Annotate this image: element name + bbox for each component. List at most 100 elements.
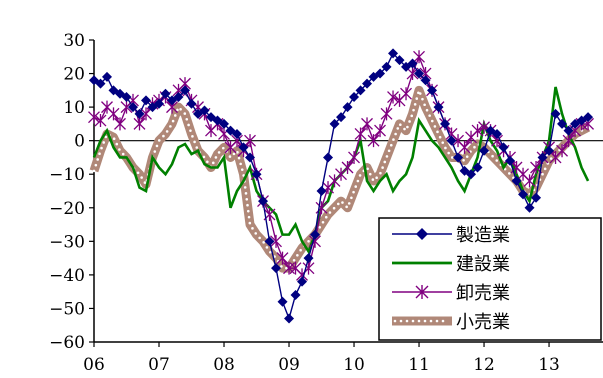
data-point [102, 71, 113, 82]
data-point [440, 118, 451, 129]
legend-marker [415, 285, 429, 299]
data-point [524, 202, 535, 213]
data-point [270, 234, 282, 248]
y-tick-label: −40 [49, 266, 85, 286]
data-point [523, 174, 536, 188]
legend-entry-2: 建設業 [392, 254, 510, 275]
y-tick-label: −10 [49, 165, 85, 185]
data-point [498, 142, 509, 153]
x-tick-label: 09 [278, 355, 300, 375]
data-point [342, 102, 353, 113]
legend-marker [416, 228, 428, 240]
data-point [173, 92, 184, 103]
data-point [375, 68, 386, 79]
y-tick-label: −20 [49, 199, 85, 219]
data-point [413, 50, 425, 64]
data-point [400, 87, 412, 101]
data-point [297, 276, 308, 287]
data-point [518, 189, 529, 200]
data-point [186, 98, 197, 109]
data-point [420, 75, 431, 86]
data-point [303, 253, 314, 264]
data-point [583, 112, 594, 123]
data-point [232, 128, 243, 139]
data-point [107, 107, 120, 121]
data-point [160, 88, 171, 99]
data-point [374, 124, 386, 138]
data-point [290, 290, 301, 301]
data-point [284, 313, 295, 324]
data-point [471, 124, 484, 138]
data-point [414, 68, 425, 79]
data-point [556, 144, 569, 158]
data-point [537, 152, 548, 163]
data-point [427, 85, 438, 96]
data-point [349, 92, 360, 103]
x-axis: 06 07 08 09 10 11 12 13 [83, 341, 603, 375]
data-point [479, 145, 490, 156]
data-point [407, 58, 418, 69]
series-1 [89, 48, 594, 324]
legend-entry-4: 小売業 [392, 312, 510, 333]
data-point [453, 152, 464, 163]
data-point [458, 140, 471, 154]
data-point [557, 118, 568, 129]
data-point [323, 152, 334, 163]
data-point [264, 236, 275, 247]
data-point [258, 196, 269, 207]
data-point [355, 85, 366, 96]
y-tick-label: 0 [74, 132, 85, 152]
x-tick-label: 12 [473, 355, 495, 375]
series-line-dots [92, 89, 590, 270]
data-point [276, 251, 289, 265]
data-point [95, 78, 106, 89]
data-point [128, 102, 139, 113]
data-point [563, 125, 574, 136]
y-tick-label: 10 [63, 98, 85, 118]
data-point [446, 135, 457, 146]
data-point [544, 145, 555, 156]
data-point [433, 102, 444, 113]
legend-entry-1: 製造業 [392, 225, 510, 246]
data-point [94, 114, 107, 128]
data-point [505, 155, 516, 166]
data-point [134, 108, 145, 119]
data-point [387, 90, 399, 104]
x-tick-label: 11 [408, 355, 430, 375]
data-point [531, 192, 542, 203]
data-point [310, 229, 321, 240]
data-point [354, 127, 367, 141]
y-tick-label: −50 [49, 299, 85, 319]
data-point [341, 161, 354, 175]
data-point [381, 61, 392, 72]
data-point [277, 296, 288, 307]
data-point [562, 134, 575, 148]
x-tick-label: 13 [538, 355, 560, 375]
data-point [180, 85, 191, 96]
data-point [199, 105, 210, 116]
data-point [388, 48, 399, 59]
y-tick-label: −30 [49, 232, 85, 252]
data-point [88, 110, 100, 124]
data-point [550, 108, 561, 119]
y-axis: 30 20 10 0 −10 −20 −30 −40 −50 −60 [49, 31, 95, 353]
data-point [219, 118, 230, 129]
data-point [380, 107, 393, 121]
data-point [133, 117, 146, 131]
data-point [316, 186, 327, 196]
data-point [140, 107, 152, 121]
x-tick-label: 06 [83, 355, 105, 375]
legend-entry-3: 卸売業 [392, 283, 510, 304]
legend-label: 卸売業 [456, 283, 510, 304]
data-point [244, 134, 256, 148]
data-point [114, 117, 126, 131]
data-point [466, 169, 477, 180]
data-point [348, 150, 360, 164]
series-4 [89, 85, 591, 273]
x-tick-label: 07 [148, 355, 170, 375]
data-point [394, 55, 405, 66]
data-point [329, 118, 340, 129]
data-point [361, 117, 373, 131]
